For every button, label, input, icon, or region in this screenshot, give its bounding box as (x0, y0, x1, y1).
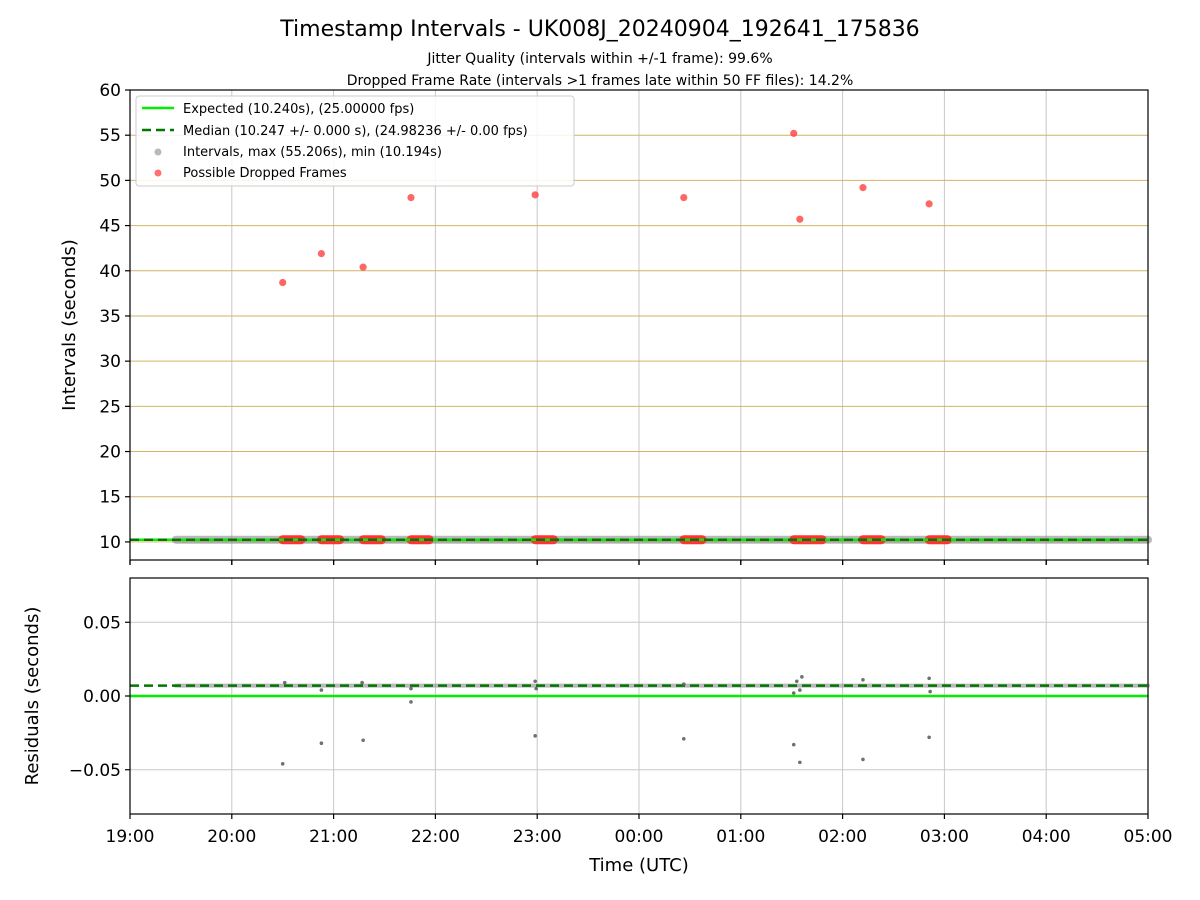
intervals-dropped-point (790, 129, 798, 137)
intervals-y-tick-label: 45 (99, 217, 121, 237)
intervals-dropped-point (796, 215, 804, 223)
residuals-residual-point (800, 675, 804, 679)
intervals-dropped-point (859, 184, 867, 192)
residuals-y-axis-label: Residuals (seconds) (22, 607, 43, 786)
legend-box (135, 95, 575, 187)
residuals-residual-point (927, 676, 931, 681)
residuals-x-tick-label: 04:00 (1022, 827, 1071, 847)
residuals-residual-point (280, 762, 285, 766)
figure-subtitle-dropped: Dropped Frame Rate (intervals >1 frames … (347, 73, 854, 89)
residuals-residual-point (794, 679, 799, 684)
residuals-residual-point (798, 688, 802, 692)
residuals-residual-point (928, 689, 932, 694)
residuals-residual-point (681, 736, 686, 741)
intervals-dropped-point (531, 191, 539, 199)
residuals-residual-point (282, 680, 287, 685)
legend-intervals-label: Intervals, max (55.206s), min (10.194s) (183, 145, 442, 160)
figure-title: Timestamp Intervals - UK008J_20240904_19… (279, 17, 919, 42)
residuals-y-tick-label: 0.05 (83, 613, 121, 633)
intervals-marks (130, 129, 1152, 545)
residuals-y-ticks: −0.05 0.00 0.05 (69, 613, 130, 781)
intervals-dropped-point (359, 263, 367, 271)
residuals-x-tick-label: 21:00 (309, 827, 358, 847)
intervals-dropped-point (925, 200, 933, 208)
residuals-x-tick-label: 02:00 (818, 827, 867, 847)
legend-expected-label: Expected (10.240s), (25.00000 fps) (183, 102, 414, 117)
intervals-y-tick-label: 55 (99, 126, 121, 146)
x-axis-label: Time (UTC) (588, 855, 689, 876)
residuals-x-tick-label: 20:00 (207, 827, 256, 847)
intervals-y-ticks: 10 15 20 25 30 35 40 45 50 55 60 (99, 81, 130, 553)
intervals-panel: 10 15 20 25 30 35 40 45 50 55 60 Intervals (second… (59, 81, 1152, 565)
residuals-residual-point (319, 688, 324, 692)
legend-median-label: Median (10.247 +/- 0.000 s), (24.98236 +… (183, 124, 528, 139)
intervals-dropped-point (680, 193, 688, 202)
intervals-y-axis-label: Intervals (seconds) (59, 239, 80, 411)
intervals-y-tick-label: 20 (99, 443, 121, 463)
residuals-residual-point (927, 735, 931, 740)
residuals-residual-point (798, 760, 802, 765)
residuals-x-tick-label: 05:00 (1124, 827, 1173, 847)
intervals-y-tick-label: 60 (99, 81, 121, 101)
residuals-residual-point (861, 677, 865, 682)
residuals-residual-point (791, 742, 796, 747)
residuals-residual-point (361, 738, 365, 743)
residuals-residual-point (360, 680, 364, 685)
legend-dropped-label: Possible Dropped Frames (183, 166, 347, 181)
residuals-panel: −0.05 0.00 0.05 19:00 20:00 21:00 22:00 23:00 0… (22, 560, 1173, 876)
intervals-dropped-point (317, 249, 325, 258)
residuals-x-tick-label: 23:00 (513, 827, 562, 847)
intervals-y-tick-label: 25 (99, 397, 121, 417)
residuals-x-tick-label: 03:00 (920, 827, 969, 847)
residuals-residual-point (319, 741, 324, 745)
residuals-residual-point (534, 686, 538, 691)
figure-subtitle-jitter: Jitter Quality (intervals within +/-1 fr… (426, 51, 772, 67)
intervals-y-tick-label: 50 (99, 171, 121, 191)
legend-intervals-marker (154, 148, 162, 156)
residuals-x-tick-label: 19:00 (106, 827, 155, 847)
residuals-residual-point (409, 686, 413, 691)
residuals-x-ticks: 19:00 20:00 21:00 22:00 23:00 00:00 01:00 02:00… (106, 560, 1173, 847)
intervals-y-tick-label: 40 (99, 262, 121, 282)
intervals-dropped-point (407, 193, 415, 202)
legend-dropped-marker (154, 169, 162, 177)
residuals-residual-point (861, 757, 865, 762)
residuals-residual-point (409, 700, 413, 704)
intervals-legend: Expected (10.240s), (25.00000 fps) Media… (135, 95, 575, 187)
residuals-residual-point (681, 682, 686, 686)
residuals-y-tick-label: 0.00 (83, 687, 121, 707)
residuals-marks (130, 675, 1150, 766)
intervals-y-tick-label: 30 (99, 352, 121, 372)
intervals-y-tick-label: 10 (99, 533, 121, 553)
residuals-x-tick-label: 22:00 (411, 827, 460, 847)
residuals-x-tick-label: 00:00 (615, 827, 664, 847)
intervals-y-tick-label: 15 (99, 488, 121, 508)
intervals-y-tick-label: 35 (99, 307, 121, 327)
residuals-residual-point (791, 691, 796, 695)
residuals-x-tick-label: 01:00 (716, 827, 765, 847)
intervals-dropped-point (279, 278, 287, 287)
residuals-residual-point (533, 679, 537, 684)
residuals-residual-point (533, 734, 537, 738)
residuals-y-tick-label: −0.05 (69, 761, 121, 781)
